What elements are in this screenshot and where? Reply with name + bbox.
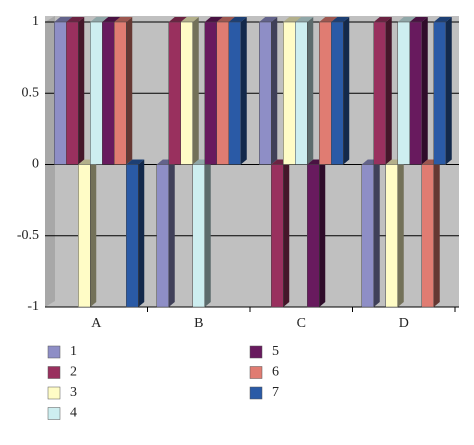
y-tick-label: 0	[32, 157, 39, 172]
bar-side	[138, 159, 145, 307]
bar-side	[240, 17, 247, 165]
y-tick-label: -0.5	[17, 228, 39, 243]
bar	[126, 164, 139, 308]
bar	[271, 164, 284, 308]
bar-top	[114, 17, 133, 22]
x-tick-label: A	[91, 316, 102, 331]
bar	[283, 21, 296, 165]
bar	[373, 21, 386, 165]
legend-swatch	[47, 386, 61, 400]
legend-swatch	[249, 386, 263, 400]
bar	[397, 21, 410, 165]
bar-top	[295, 17, 314, 22]
bar	[331, 21, 344, 165]
legend-label: 6	[272, 365, 279, 380]
bar-top	[228, 17, 247, 22]
bar	[228, 21, 241, 165]
bar	[156, 164, 169, 308]
bar-side	[343, 17, 350, 165]
bar	[102, 21, 115, 165]
legend-label: 2	[70, 365, 77, 380]
bar-side	[168, 159, 175, 307]
bar	[180, 21, 193, 165]
bar	[216, 21, 229, 165]
bar	[421, 164, 434, 308]
bar-side	[421, 17, 428, 165]
bar-side	[445, 17, 452, 165]
bar-top	[66, 17, 85, 22]
bar	[66, 21, 79, 165]
bar-side	[192, 17, 199, 165]
legend-label: 7	[272, 385, 279, 400]
legend-swatch	[47, 366, 61, 379]
bar	[361, 164, 374, 308]
bar-side	[204, 159, 211, 307]
y-tick-label: -1	[27, 299, 39, 314]
bar	[78, 164, 91, 308]
bar-top	[259, 17, 278, 22]
bar-side	[397, 159, 404, 307]
bar-side	[307, 17, 314, 165]
x-tick-label: C	[297, 316, 306, 331]
bar	[319, 21, 332, 165]
bar	[54, 21, 67, 165]
bar-side	[385, 17, 392, 165]
side-wall	[45, 16, 55, 307]
bar-top	[373, 17, 392, 22]
bar-top	[126, 159, 145, 165]
x-tick-label: D	[399, 316, 409, 331]
bar	[90, 21, 103, 165]
y-tick-label: 1	[32, 14, 39, 29]
legend-swatch	[249, 345, 263, 359]
legend-swatch	[249, 366, 263, 379]
bar	[259, 21, 272, 165]
legend-label: 3	[70, 385, 77, 400]
bar	[409, 21, 422, 165]
bar-side	[126, 17, 133, 165]
bar	[295, 21, 308, 165]
bar	[385, 164, 398, 308]
bar	[168, 21, 181, 165]
legend-swatch	[47, 345, 61, 359]
bar-side	[373, 159, 380, 307]
bar	[114, 21, 127, 165]
legend-swatch	[47, 407, 61, 420]
bar-side	[90, 159, 97, 307]
bar	[192, 164, 205, 308]
bar-top	[331, 17, 350, 22]
bar-side	[283, 159, 290, 307]
bar-top	[180, 17, 199, 22]
bar-side	[78, 17, 85, 165]
legend-label: 5	[272, 344, 279, 359]
bar-side	[433, 159, 440, 307]
bar-top	[409, 17, 428, 22]
y-tick-label: 0.5	[22, 85, 40, 100]
bar-side	[319, 159, 326, 307]
bar	[307, 164, 320, 308]
legend-label: 4	[70, 406, 77, 421]
x-tick-label: B	[194, 316, 203, 331]
legend-label: 1	[70, 344, 77, 359]
bar	[433, 21, 446, 165]
bar	[204, 21, 217, 165]
bar-side	[271, 17, 278, 165]
bar-top	[433, 17, 452, 22]
